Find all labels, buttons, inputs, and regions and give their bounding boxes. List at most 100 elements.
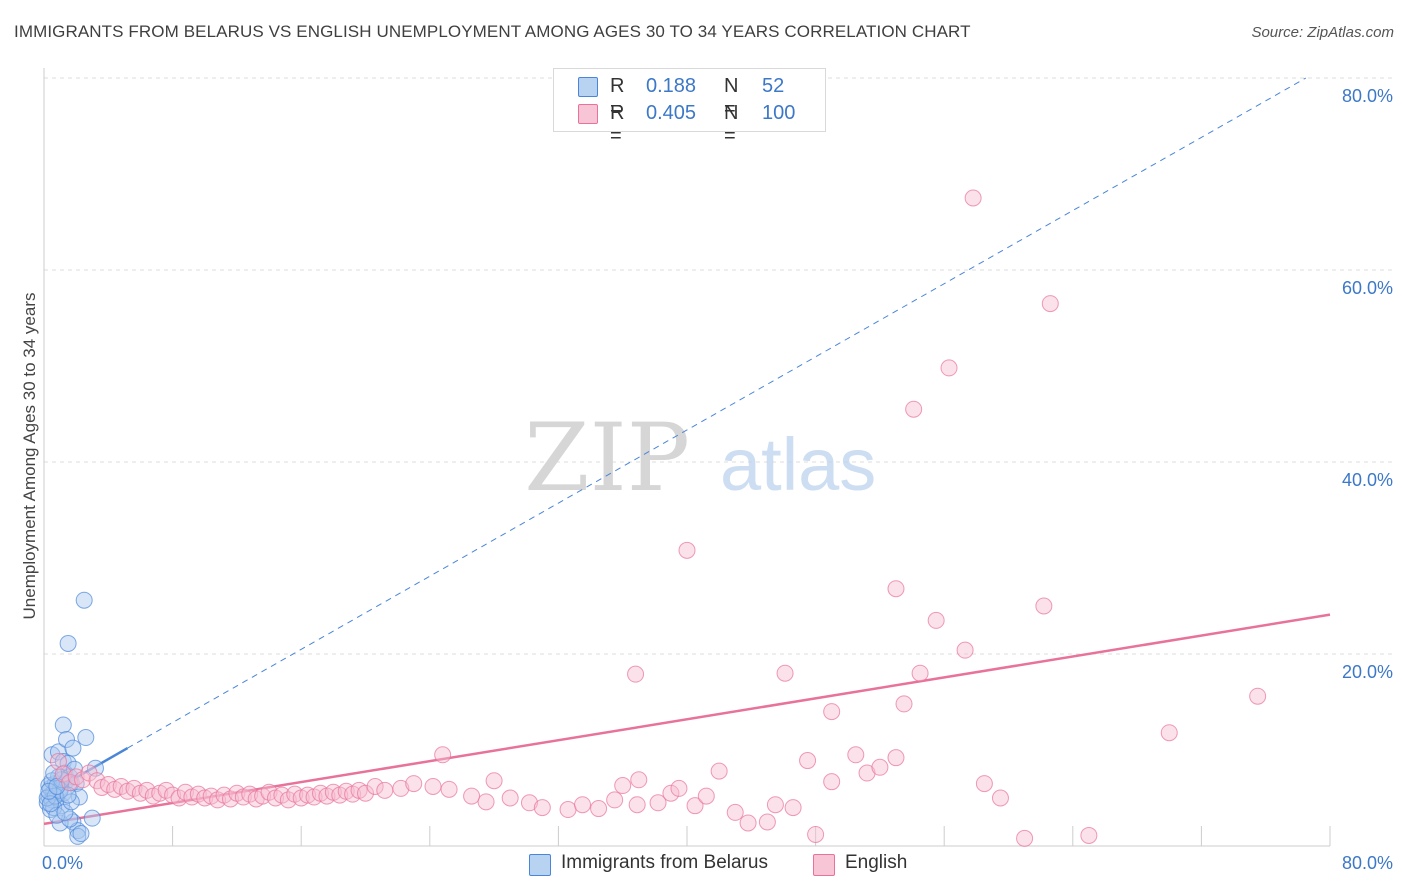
point-english [376,781,394,799]
point-english [606,791,624,809]
point-english [823,773,841,791]
point-english [758,813,776,831]
stats-n-value: 100 [762,102,796,124]
point-english [927,611,945,629]
point-belarus [40,782,58,800]
point-english [887,749,905,767]
point-english [905,400,923,418]
point-english [61,774,79,792]
point-english [847,746,865,764]
legend-swatch-english [813,854,835,876]
legend: Immigrants from Belarus English [0,852,1406,878]
point-english [260,783,278,801]
point-english [357,784,374,802]
point-english [956,641,974,659]
legend-label-belarus: Immigrants from Belarus [561,852,768,873]
point-english [911,664,929,682]
point-english [739,814,757,832]
point-english [784,799,802,817]
point-english [823,703,841,721]
point-belarus [54,716,72,734]
point-english [405,775,423,793]
point-english [74,771,92,789]
grid-layer [44,77,1392,655]
point-english [991,789,1009,807]
y-tick-label: 40.0% [1342,470,1393,490]
y-tick-label: 60.0% [1342,278,1393,298]
watermark: ZIP atlas [524,404,876,513]
watermark-atlas: atlas [720,423,876,506]
tick-labels: 20.0% 40.0% 60.0% 80.0% 0.0% 80.0% [42,86,1393,873]
point-english [1249,687,1267,705]
point-english [627,665,645,683]
point-english [1041,295,1059,313]
source-credit: Source: ZipAtlas.com [1251,24,1394,41]
point-english [170,789,188,807]
point-english [559,801,577,819]
point-english [678,541,696,559]
point-english [726,803,744,821]
point-english [1035,597,1053,615]
point-english [485,772,503,790]
stats-r-value: 0.188 [646,75,697,97]
point-english [279,791,297,809]
point-english [434,746,452,764]
point-english [871,758,889,776]
stats-n-label: N = [724,102,739,147]
point-english [520,794,538,812]
point-english [196,789,214,807]
point-belarus [69,822,87,840]
point-english [710,762,728,780]
point-english [649,794,667,812]
point-english [366,777,384,795]
point-english [975,775,993,793]
point-english [799,752,817,770]
point-english [54,765,72,783]
point-english [807,825,825,843]
point-belarus [59,786,77,804]
stats-swatch-belarus [578,77,598,97]
point-english [628,796,646,814]
y-tick-label: 80.0% [1342,86,1393,106]
stats-n-label: N = [724,75,739,120]
point-english [766,796,784,814]
point-belarus [77,729,95,747]
point-english [49,753,67,771]
point-english [1016,829,1034,847]
watermark-zip: ZIP [524,404,690,513]
point-belarus [58,730,76,748]
stats-swatch-english [578,104,598,124]
points-layer [38,189,1267,847]
point-english [574,796,592,814]
point-english [686,797,704,815]
point-english [662,784,680,802]
point-english [424,777,442,795]
point-english [895,695,913,713]
stats-r-label: R = [610,102,625,147]
point-english [463,787,481,805]
point-english [533,799,551,817]
stats-r-value: 0.405 [646,102,697,124]
legend-label-english: English [845,852,908,873]
point-english [776,664,794,682]
point-belarus [69,827,87,845]
stats-n-value: 52 [762,75,785,97]
x-tick-label: 80.0% [1342,853,1393,873]
point-english [590,800,608,818]
point-belarus [64,739,82,757]
point-english [940,359,958,377]
point-belarus [72,825,90,843]
point-belarus [59,634,77,652]
point-english [887,580,905,598]
point-english [697,787,715,805]
point-english [138,781,156,799]
axes-layer [43,68,1331,847]
trend-extension-belarus [127,77,1307,749]
point-english [440,780,458,798]
y-tick-label: 20.0% [1342,662,1393,682]
point-belarus [41,795,59,813]
x-tick-label: 0.0% [42,853,83,873]
point-belarus [83,809,101,827]
chart-title: IMMIGRANTS FROM BELARUS VS ENGLISH UNEMP… [14,22,971,41]
